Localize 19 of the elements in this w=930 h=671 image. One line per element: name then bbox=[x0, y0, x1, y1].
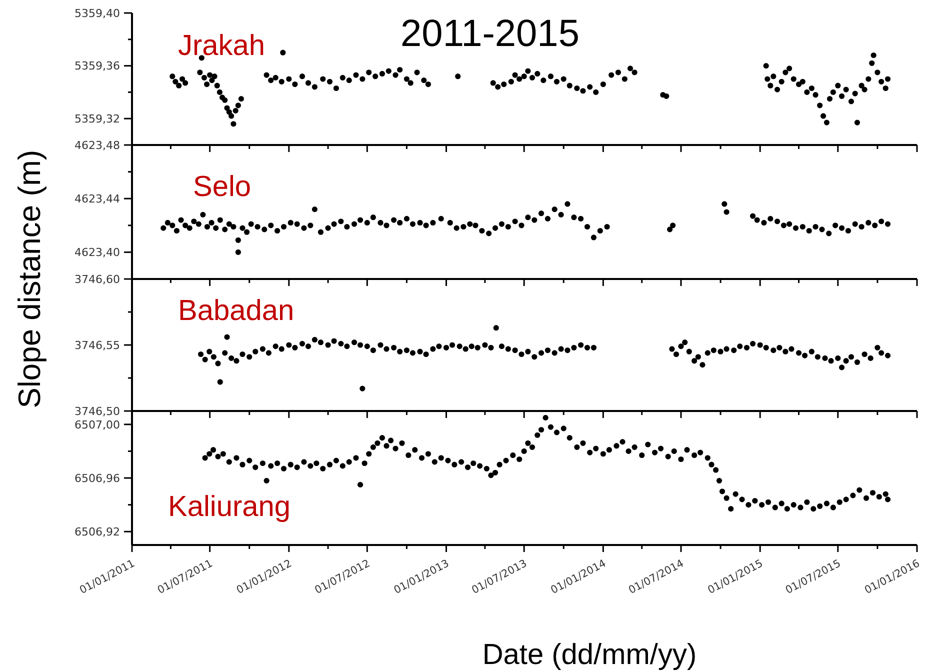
y-tick-label: 5359,32 bbox=[74, 112, 120, 126]
y-tick-label: 6507,00 bbox=[74, 418, 120, 432]
y-tick-label: 4623,48 bbox=[74, 138, 120, 152]
x-axis-title: Date (dd/mm/yy) bbox=[482, 639, 697, 671]
y-tick-label: 3746,55 bbox=[74, 338, 120, 352]
y-tick-label: 4623,44 bbox=[74, 192, 120, 206]
y-tick-label: 4623,40 bbox=[74, 246, 120, 260]
y-tick-label: 3746,60 bbox=[74, 272, 120, 286]
annotation: Jrakah bbox=[178, 30, 266, 62]
y-tick-label: 6506,96 bbox=[74, 472, 120, 485]
y-tick-label: 5359,40 bbox=[74, 6, 120, 20]
y-axis-title: Slope distance (m) bbox=[12, 150, 47, 408]
y-tick-label: 6506,92 bbox=[74, 525, 120, 538]
annotation: Babadan bbox=[178, 295, 294, 327]
annotation: Selo bbox=[193, 171, 252, 203]
y-tick-label: 3746,50 bbox=[74, 404, 120, 418]
y-tick-label: 5359,36 bbox=[74, 60, 120, 73]
annotation: Kaliurang bbox=[168, 491, 291, 523]
chart-title: 2011-2015 bbox=[400, 13, 580, 55]
